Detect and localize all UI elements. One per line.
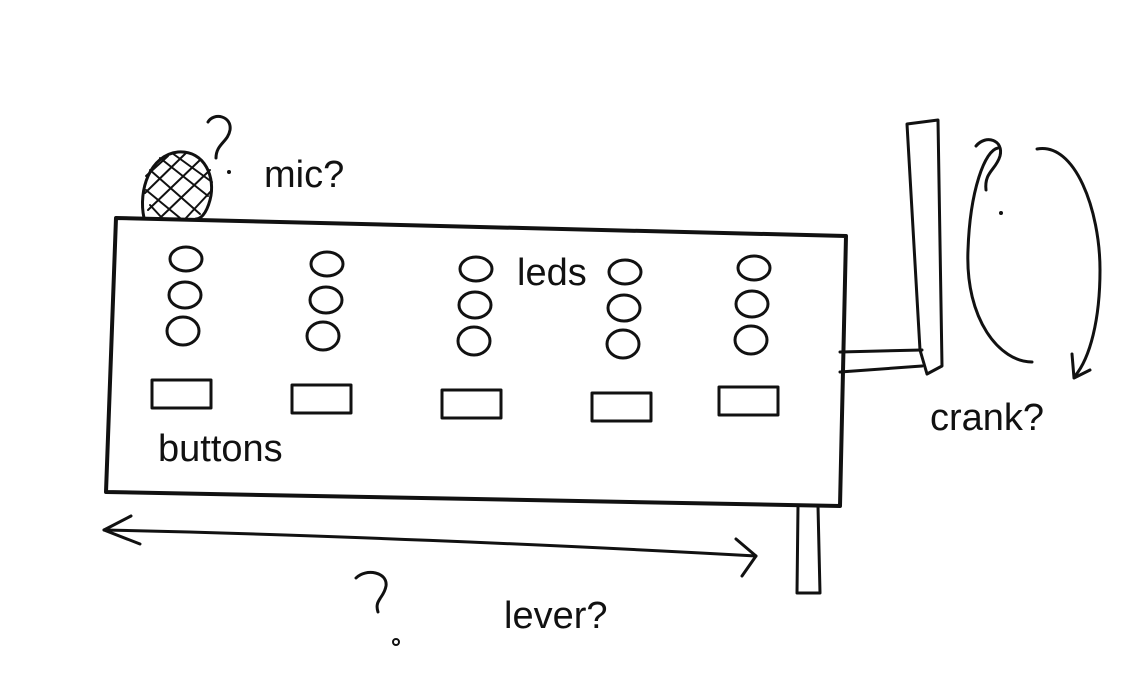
- crank-return-curve: [966, 146, 1034, 364]
- led: [607, 258, 643, 286]
- led-column: [165, 245, 204, 347]
- led: [305, 320, 341, 352]
- led: [456, 325, 492, 357]
- led-column: [733, 254, 772, 356]
- led: [168, 245, 204, 273]
- led: [605, 328, 641, 360]
- led-column: [605, 258, 643, 360]
- led: [165, 315, 201, 347]
- mic-question-mark: [206, 114, 232, 160]
- led: [736, 254, 772, 282]
- led: [458, 255, 494, 283]
- mic-question-dot: [227, 170, 231, 174]
- button-shape: [290, 383, 353, 415]
- lever-arrowhead-left: [102, 514, 142, 546]
- button-shape: [150, 378, 213, 410]
- crank-question-mark: [974, 138, 1003, 192]
- led-column: [305, 250, 345, 352]
- led: [167, 280, 203, 310]
- lever-arm: [795, 504, 822, 595]
- led: [734, 289, 770, 319]
- button-shape: [590, 391, 653, 423]
- mic-icon: [141, 150, 213, 221]
- led: [733, 324, 769, 356]
- crank-handle: [905, 118, 944, 376]
- led: [457, 290, 493, 320]
- lever-label: lever?: [504, 595, 608, 637]
- lever-question-mark: [354, 570, 388, 614]
- crank-arrowhead: [1070, 352, 1092, 380]
- button-shape: [717, 385, 780, 417]
- led: [606, 293, 642, 323]
- mic-label: mic?: [264, 154, 344, 196]
- crank-label: crank?: [930, 397, 1044, 439]
- lever-range-arrow: [102, 528, 758, 558]
- device-body: [104, 216, 848, 508]
- led: [308, 285, 344, 315]
- crank-arm: [838, 348, 924, 374]
- leds-label: leds: [517, 252, 587, 294]
- led: [309, 250, 345, 278]
- lever-question-dot: [392, 638, 400, 646]
- buttons-label: buttons: [158, 428, 283, 470]
- button-shape: [440, 388, 503, 420]
- lever-arrowhead-right: [734, 537, 758, 578]
- led-column: [456, 255, 494, 357]
- crank-rotation-arrow: [1035, 147, 1102, 378]
- crank-question-dot: [999, 211, 1003, 215]
